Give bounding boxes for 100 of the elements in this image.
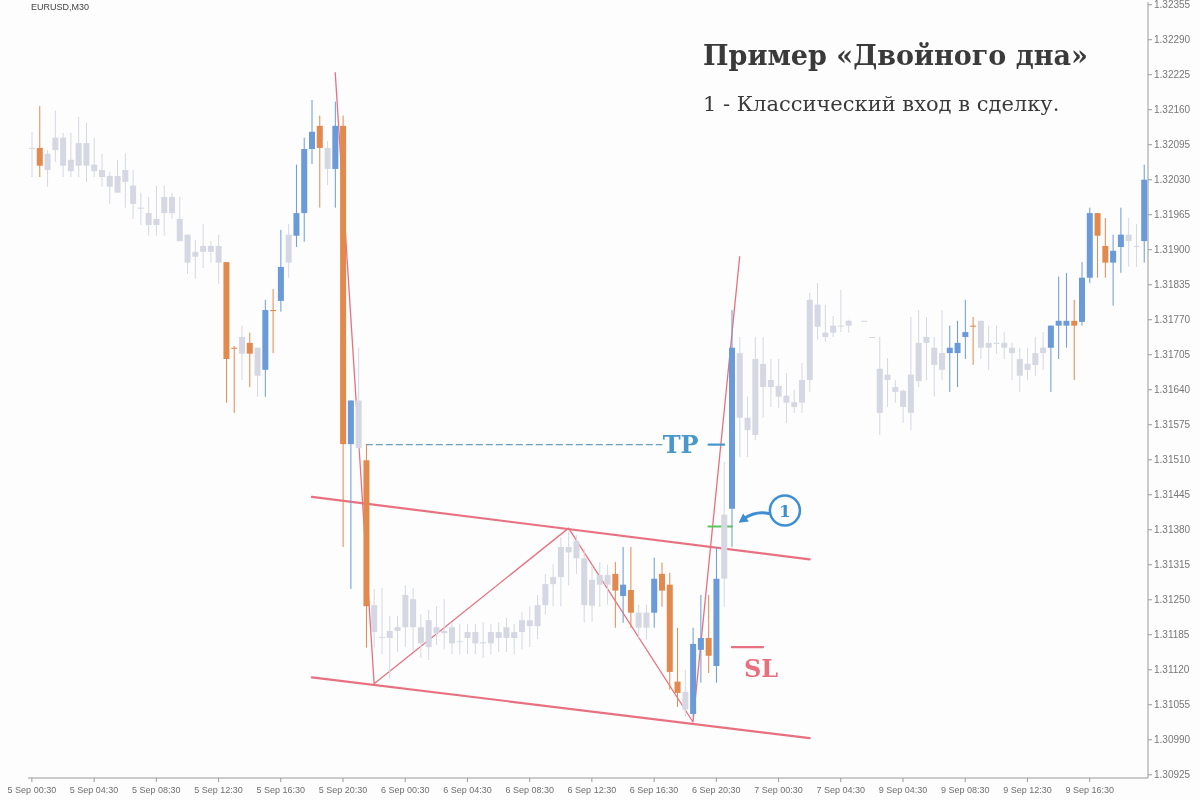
candlestick — [316, 115, 323, 209]
candlestick — [534, 594, 541, 640]
candlestick — [1102, 217, 1109, 279]
candlestick — [939, 309, 945, 381]
candlestick — [526, 605, 533, 648]
candlestick — [760, 336, 767, 419]
candlestick — [161, 185, 168, 237]
x-tick-label: 6 Sep 20:30 — [692, 785, 741, 795]
y-tick-label: 1.32225 — [1154, 69, 1191, 81]
candlestick — [99, 153, 105, 188]
annotation: EURUSD,M30 — [31, 2, 90, 12]
candlestick — [379, 587, 385, 655]
candlestick — [36, 105, 43, 178]
candlestick — [1001, 331, 1008, 360]
candlestick — [954, 320, 961, 388]
x-tick-label: 6 Sep 00:30 — [380, 785, 430, 795]
candlestick — [519, 611, 525, 650]
candlestick — [1009, 342, 1015, 381]
candlestick — [1133, 223, 1140, 268]
y-tick-label: 1.32095 — [1154, 139, 1191, 151]
x-tick-label: 5 Sep 04:30 — [69, 785, 119, 795]
y-tick-label: 1.31380 — [1154, 524, 1191, 536]
candlestick — [837, 289, 844, 333]
candlestick — [814, 282, 821, 341]
candlestick — [970, 316, 977, 366]
candlestick — [106, 171, 113, 205]
candlestick — [1125, 217, 1132, 268]
y-tick-label: 1.31510 — [1154, 454, 1191, 466]
x-tick-label: 6 Sep 12:30 — [567, 785, 617, 795]
candlestick — [137, 192, 144, 226]
candlestick — [923, 316, 930, 381]
candlestick — [620, 546, 627, 624]
candlestick — [830, 315, 837, 338]
candlestick — [231, 345, 238, 414]
candlestick — [697, 594, 704, 684]
candlestick — [456, 623, 463, 655]
candlestick — [550, 563, 557, 607]
x-tick-label: 9 Sep 04:30 — [878, 785, 928, 795]
x-tick-label: 9 Sep 16:30 — [1065, 785, 1114, 795]
candlestick — [799, 362, 805, 414]
candlestick — [44, 149, 51, 188]
candlestick — [176, 196, 183, 243]
candlestick — [705, 594, 712, 674]
y-tick-label: 1.32030 — [1154, 174, 1191, 186]
candlestick — [67, 132, 74, 178]
candlestick — [52, 110, 59, 163]
candlestick — [1094, 212, 1101, 279]
y-tick-label: 1.32355 — [1154, 0, 1191, 11]
candlestick — [91, 137, 98, 178]
candlestick — [1040, 331, 1047, 371]
x-tick-label: 6 Sep 08:30 — [505, 785, 554, 795]
x-tick-label: 5 Sep 20:30 — [318, 785, 368, 795]
y-tick-label: 1.31250 — [1154, 594, 1191, 606]
candlestick — [309, 99, 315, 165]
candlestick — [130, 169, 137, 220]
candlestick — [1117, 207, 1124, 274]
y-tick-label: 1.31705 — [1154, 349, 1191, 361]
y-tick-label: 1.31575 — [1154, 419, 1191, 431]
candlestick — [29, 131, 35, 178]
candlestick — [1047, 325, 1054, 393]
y-tick-label: 1.31640 — [1154, 384, 1191, 396]
candlestick — [511, 623, 518, 655]
x-tick-label: 7 Sep 04:30 — [816, 785, 866, 795]
candlestick — [207, 240, 214, 264]
x-tick-label: 6 Sep 04:30 — [443, 785, 492, 795]
candlestick — [324, 140, 331, 186]
candlestick — [1016, 347, 1023, 393]
candlestick — [682, 669, 689, 718]
candlestick — [962, 299, 969, 360]
candlestick — [270, 288, 277, 354]
candlestick — [1071, 299, 1078, 381]
x-tick-label: 9 Sep 08:30 — [940, 785, 990, 795]
candlestick — [627, 546, 634, 629]
y-tick-label: 1.31055 — [1154, 699, 1191, 711]
candlestick — [215, 234, 222, 285]
x-tick-label: 5 Sep 00:30 — [7, 785, 57, 795]
candlestick — [239, 325, 245, 381]
candlestick — [293, 164, 300, 248]
candlestick — [791, 389, 798, 414]
candlestick — [417, 613, 424, 659]
candlestick — [892, 379, 899, 404]
x-tick-label: 5 Sep 08:30 — [132, 785, 181, 795]
candlestick — [596, 561, 603, 608]
candlestick — [441, 598, 448, 650]
candlestick — [480, 621, 487, 659]
y-tick-label: 1.32160 — [1154, 104, 1191, 116]
x-tick-label: 9 Sep 12:30 — [1003, 785, 1052, 795]
y-tick-label: 1.31965 — [1154, 209, 1191, 221]
candlestick — [542, 573, 549, 615]
candlestick — [487, 623, 494, 655]
candlestick — [604, 564, 611, 606]
y-tick-label: 1.31185 — [1154, 629, 1190, 641]
candlestick — [931, 336, 938, 398]
x-tick-label: 5 Sep 12:30 — [194, 785, 243, 795]
text: Пример «Двойного дна» — [703, 40, 1088, 71]
candlestick — [1110, 234, 1117, 307]
candlestick — [246, 332, 253, 388]
candlestick — [612, 561, 619, 629]
candlestick — [449, 621, 455, 655]
candlestick — [386, 615, 393, 680]
